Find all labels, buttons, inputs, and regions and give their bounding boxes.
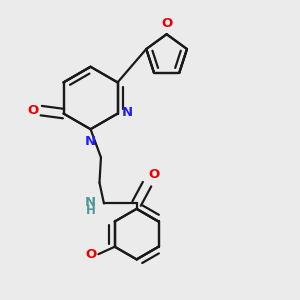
Text: O: O (148, 168, 160, 181)
Text: O: O (162, 17, 173, 30)
Text: N: N (84, 134, 95, 148)
Text: O: O (86, 248, 97, 261)
Text: N: N (122, 106, 133, 118)
Text: H: H (86, 203, 96, 217)
Text: N: N (85, 196, 96, 209)
Text: O: O (28, 104, 39, 117)
